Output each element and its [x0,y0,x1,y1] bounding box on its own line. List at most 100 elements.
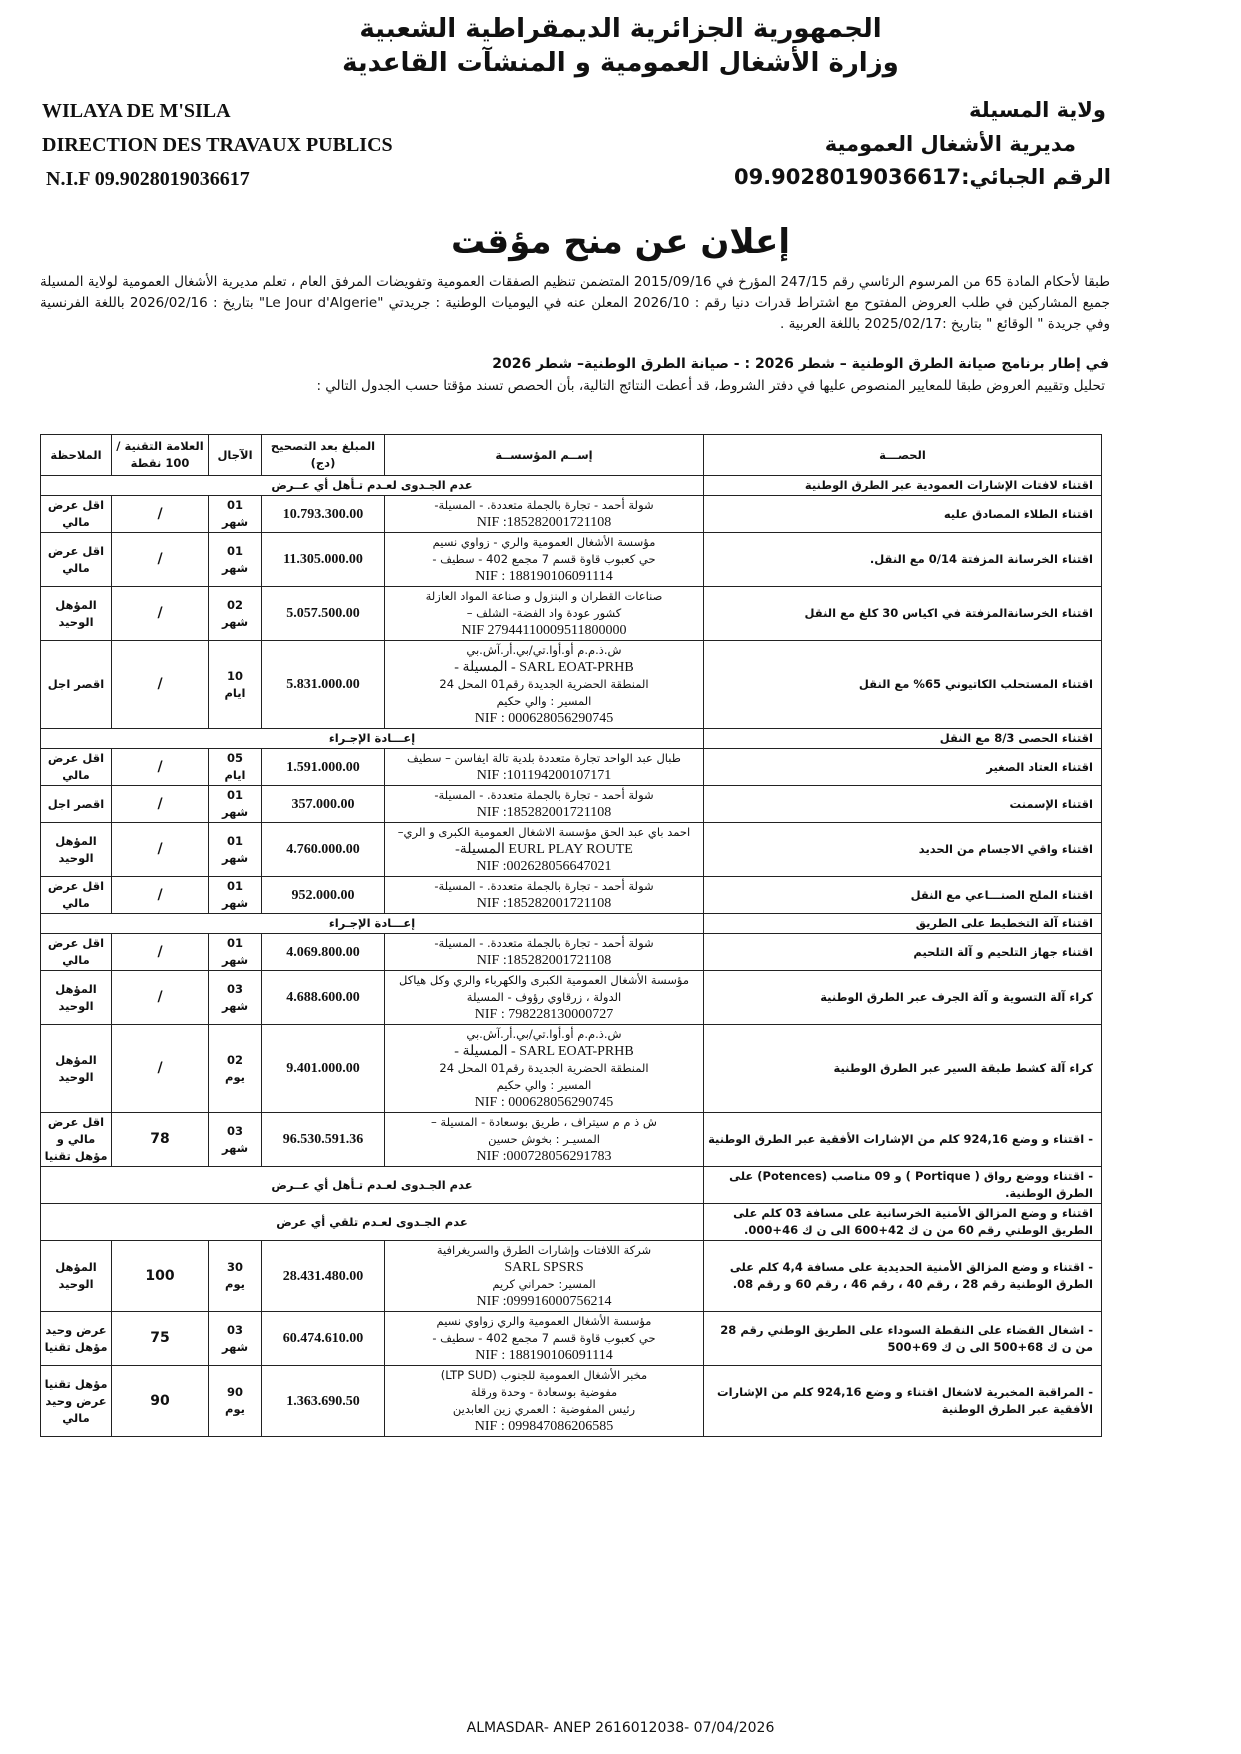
table-row: كراء آلة كشط طبقة السير عبر الطرق الوطني… [40,1024,1102,1113]
text-line: شهر [221,1339,249,1354]
text-line: رئيس المفوضية : العمري زين العابدين [452,1402,636,1416]
mark-cell: / [111,495,209,533]
duration-cell: 02 شهر [208,586,262,641]
text-line: يوم [225,1277,245,1291]
table-row: اقتناء آلة التخطيط على الطريق إعـــادة ال… [40,913,1102,934]
text-line: شهر [221,850,249,865]
company-cell: شولة أحمد - تجارة بالجملة متعددة. - المس… [384,785,704,823]
mark-cell: / [111,970,209,1025]
text-line: ايام [224,768,246,782]
note-cell: المؤهل الوحيد [40,586,112,641]
header-duration: الآجال [208,434,262,476]
text-line: 02 [226,597,243,612]
company-cell: شولة أحمد - تجارة بالجملة متعددة. - المس… [384,876,704,914]
note-cell: اقل عرض مالي و مؤهل تقنيا [40,1112,112,1167]
note-cell: عرض وحيد مؤهل تقنيا [40,1311,112,1366]
table-row: اقتناء جهاز التلحيم و آلة التلحيم شولة أح… [40,933,1102,971]
text-line: مخبر الأشغال العمومية للجنوب (LTP SUD) [440,1368,648,1382]
lot-cell: - المراقبة المخبرية لاشغال اقتناء و وضع … [703,1365,1102,1437]
text-line: شهر [221,515,249,529]
text-line: SARL EOAT-PRHB - المسيلة - [454,660,634,675]
company-cell: شركة اللافتات وإشارات الطرق والسريغرافية… [384,1240,704,1312]
mark-cell: / [111,876,209,914]
text-line: احمد باي عبد الحق مؤسسة الاشغال العمومية… [397,825,691,839]
note-cell: المؤهل الوحيد [40,970,112,1025]
company-cell: شولة أحمد - تجارة بالجملة متعددة. - المس… [384,495,704,533]
mark-cell: / [111,640,209,729]
duration-cell: 01 شهر [208,785,262,823]
amount-cell: 96.530.591.36 [261,1112,385,1167]
table-row: اقتناء الملح الصنـــاعي مع النقل شولة أحم… [40,876,1102,914]
text-line: مفوضية بوسعادة - وحدة ورقلة [470,1385,618,1399]
table-row: - اشغال القضاء على النقطة السوداء على ال… [40,1311,1102,1366]
company-cell: مؤسسة الأشغال العمومية الكبرى والكهرباء … [384,970,704,1025]
amount-cell: 357.000.00 [261,785,385,823]
amount-cell: 5.057.500.00 [261,586,385,641]
nif-line: NIF : 188190106091114 [475,569,613,584]
nif-line: NIF :185282001721108 [476,805,612,820]
company-cell: طبال عبد الواحد تجارة متعددة بلدية تالة … [384,748,704,786]
amount-cell: 4.069.800.00 [261,933,385,971]
text-line: ش ذ م م سيتراف ، طريق بوسعادة - المسيلة … [431,1115,657,1129]
text-line: المنطقة الحضرية الجديدة رقم01 المحل 24 [439,677,649,691]
duration-cell: 01 شهر [208,876,262,914]
company-cell: ش.ذ.م.م أو.أوا.تي/بي.أر.آش.بي SARL EOAT-P… [384,1024,704,1113]
lot-cell: كراء آلة التسوية و آلة الجرف عبر الطرق ا… [703,970,1102,1025]
text-line: حي كعبوب قاوة قسم 7 مجمع 402 - سطيف - [432,552,656,566]
company-cell: مؤسسة الأشغال العمومية والري - زواوي نسي… [384,532,704,587]
note-cell: المؤهل الوحيد [40,1024,112,1113]
note-cell: اقل عرض مالي [40,933,112,971]
text-line: ش.ذ.م.م أو.أوا.تي/بي.أر.آش.بي [466,1027,622,1041]
duration-cell: 05 ايام [208,748,262,786]
direction-fr: DIRECTION DES TRAVAUX PUBLICS [42,134,393,156]
note-cell: اقصر اجل [40,640,112,729]
duration-cell: 01 شهر [208,495,262,533]
nif-line: NIF :185282001721108 [476,953,612,968]
table-row: اقتناء الخرسانة المزفتة 0/14 مع النقل. مؤ… [40,532,1102,587]
lot-cell: - اقتناء و وضع المزالق الأمنية الحديدية … [703,1240,1102,1312]
text-line: شولة أحمد - تجارة بالجملة متعددة. - المس… [434,879,654,893]
note-cell: المؤهل الوحيد [40,1240,112,1312]
text-line: 01 [226,879,243,893]
table-row: اقتناء الحصى 8/3 مع النقل إعـــادة الإجـر… [40,728,1102,749]
lot-cell: اقتناء المستحلب الكاتيوني 65% مع النقل [703,640,1102,729]
text-line: المنطقة الحضرية الجديدة رقم01 المحل 24 [439,1061,649,1075]
evaluation-line: تحليل وتقييم العروض طبقا للمعايير المنصو… [316,378,1105,394]
text-line: 05 [226,751,243,765]
text-line: المسير : والي حكيم [496,694,592,708]
duration-cell: 90 يوم [208,1365,262,1437]
mark-cell: 75 [111,1311,209,1366]
lot-cell: اقتناء آلة التخطيط على الطريق [703,913,1102,934]
nif-line: NIF : 188190106091114 [475,1348,613,1363]
text-line: شولة أحمد - تجارة بالجملة متعددة. - المس… [434,788,654,802]
lot-cell: اقتناء و وضع المزالق الأمنية الخرسانية ع… [703,1203,1102,1241]
table-row: - اقتناء ووضع رواق ( Portique ) و 09 منا… [40,1166,1102,1204]
company-cell: احمد باي عبد الحق مؤسسة الاشغال العمومية… [384,822,704,877]
lot-cell: اقتناء العتاد الصغير [703,748,1102,786]
text-line: شولة أحمد - تجارة بالجملة متعددة. - المس… [434,936,654,950]
header-lot: الحصـــة [703,434,1102,476]
text-line: مؤسسة الأشغال العمومية الكبرى والكهرباء … [399,973,689,987]
mark-cell: / [111,532,209,587]
program-line: في إطار برنامج صيانة الطرق الوطنية – شطر… [492,356,1109,372]
amount-cell: 1.591.000.00 [261,748,385,786]
text-line: 01 [226,936,243,950]
amount-cell: 5.831.000.00 [261,640,385,729]
nif-line: NIF :101194200107171 [476,768,612,783]
nif-line: NIF : 798228130000727 [474,1007,614,1022]
mark-cell: / [111,586,209,641]
text-line: 01 [226,833,243,848]
amount-cell: 28.431.480.00 [261,1240,385,1312]
text-line: كشور عودة واد الفضة- الشلف – [466,606,622,620]
table-header-row: الحصـــة إســم المؤسســة المبلغ بعد التص… [40,434,1102,476]
amount-cell: 1.363.690.50 [261,1365,385,1437]
text-line: 02 [226,1052,243,1067]
results-table: الحصـــة إســم المؤسســة المبلغ بعد التص… [40,434,1102,1437]
text-line: ايام [224,685,246,700]
lot-cell: اقتناء جهاز التلحيم و آلة التلحيم [703,933,1102,971]
lot-cell: اقتناء لافتات الإشارات العمودية عبر الطر… [703,475,1102,496]
table-row: كراء آلة التسوية و آلة الجرف عبر الطرق ا… [40,970,1102,1025]
text-line: شهر [221,896,249,910]
company-cell: مؤسسة الأشغال العمومية والري زواوي نسيم ح… [384,1311,704,1366]
duration-cell: 01 شهر [208,933,262,971]
